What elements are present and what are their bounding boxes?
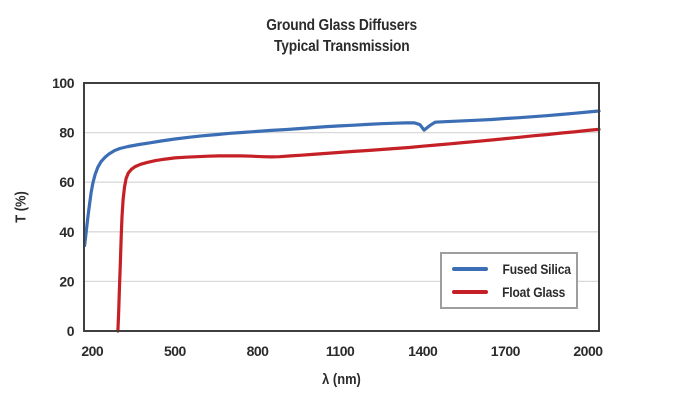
y-tick-label-0: 0	[67, 323, 75, 339]
y-tick-label-20: 20	[59, 273, 74, 289]
legend-swatch-float-glass	[452, 290, 488, 294]
legend-label-float-glass: Float Glass	[497, 284, 570, 300]
y-tick-label-80: 80	[59, 125, 74, 141]
legend-label-fused-silica: Fused Silica	[497, 261, 576, 277]
y-tick-label-40: 40	[59, 224, 74, 240]
y-tick-label-60: 60	[59, 174, 74, 190]
x-tick-label-2000: 2000	[573, 343, 603, 359]
series-float-glass	[116, 127, 601, 333]
x-tick-label-200: 200	[81, 343, 104, 359]
chart-title-line1: Ground Glass Diffusers	[266, 17, 417, 34]
legend-swatch-fused-silica	[452, 267, 488, 271]
legend-item-fused-silica: Fused Silica	[452, 261, 576, 277]
x-axis-title-text: λ (nm)	[322, 371, 361, 388]
chart-title-line2: Typical Transmission	[273, 38, 410, 55]
legend-item-float-glass: Float Glass	[452, 284, 576, 300]
plot-border	[83, 82, 600, 332]
x-axis-title: λ (nm)	[0, 371, 683, 388]
x-tick-label-1700: 1700	[491, 343, 521, 359]
y-tick-label-100: 100	[52, 75, 75, 91]
x-tick-label-1100: 1100	[326, 343, 355, 359]
legend-label-text: Float Glass	[502, 284, 566, 300]
chart-title: Ground Glass Diffusers Typical Transmiss…	[0, 15, 683, 57]
x-tick-label-1400: 1400	[408, 343, 438, 359]
x-tick-label-800: 800	[247, 343, 270, 359]
legend-label-text: Fused Silica	[502, 261, 571, 277]
legend: Fused Silica Float Glass	[440, 252, 578, 309]
x-tick-label-500: 500	[164, 343, 187, 359]
series-fused-silica	[82, 109, 601, 247]
